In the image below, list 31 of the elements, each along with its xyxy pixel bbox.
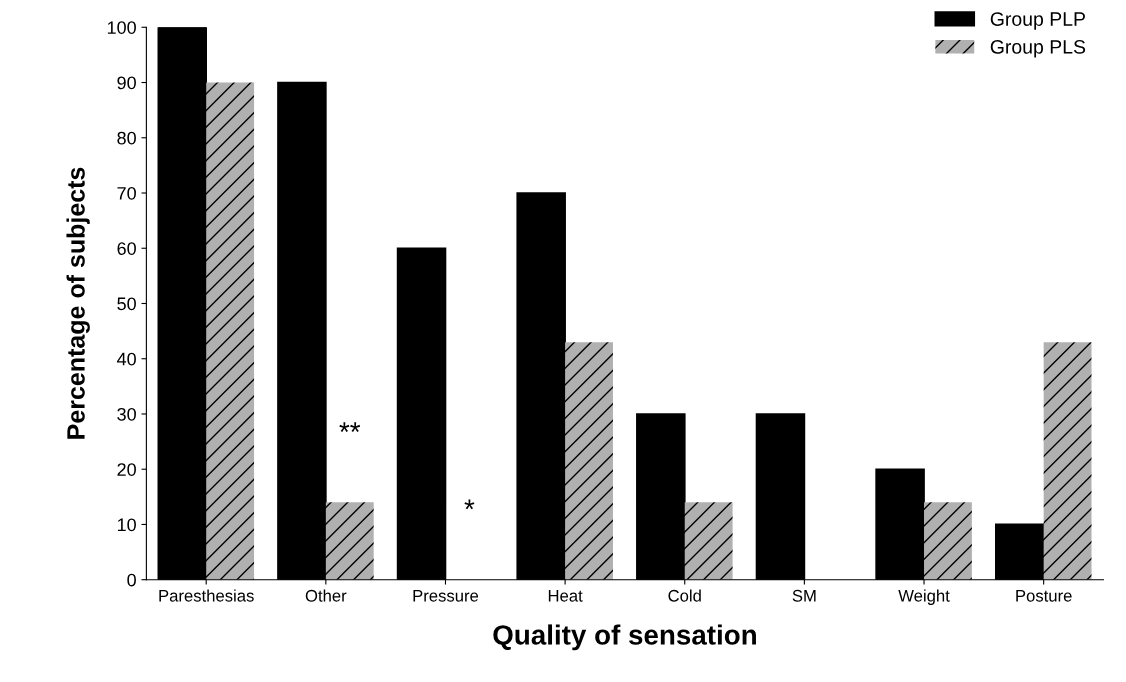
legend-label: Group PLS: [990, 40, 1086, 58]
x-axis-title: Quality of sensation: [493, 624, 756, 651]
x-tick-label: Cold: [668, 589, 701, 602]
y-tick-label: 70: [117, 186, 136, 200]
bar: [325, 502, 374, 580]
bar: [684, 502, 733, 580]
y-tick-label: 100: [107, 21, 136, 34]
y-axis-title: Percentage of subjects: [66, 167, 90, 439]
annotation: **: [339, 422, 361, 432]
y-tick-label: 90: [117, 76, 136, 90]
y-tick-label: 50: [117, 297, 136, 311]
bar: [924, 502, 972, 580]
legend-label: Group PLP: [990, 12, 1085, 30]
x-tick-label: Posture: [1016, 590, 1072, 602]
y-tick-label: 0: [127, 573, 136, 587]
y-tick-label: 60: [117, 242, 136, 255]
x-tick-label: Pressure: [413, 590, 479, 602]
x-tick-label: Heat: [548, 590, 583, 602]
y-tick-label: 80: [117, 131, 136, 145]
y-tick-label: 40: [116, 352, 136, 366]
bar: [565, 342, 613, 580]
annotation: *: [464, 499, 475, 510]
x-tick-label: SM: [792, 589, 816, 602]
y-tick-label: 10: [117, 518, 136, 532]
x-tick-label: Paresthesias: [159, 589, 254, 602]
x-tick-label: Weight: [898, 589, 950, 605]
bar: [1043, 342, 1092, 580]
y-tick-label: 20: [117, 463, 136, 476]
x-tick-label: Other: [305, 589, 347, 602]
y-tick-label: 30: [117, 407, 136, 421]
bar: [206, 82, 255, 580]
